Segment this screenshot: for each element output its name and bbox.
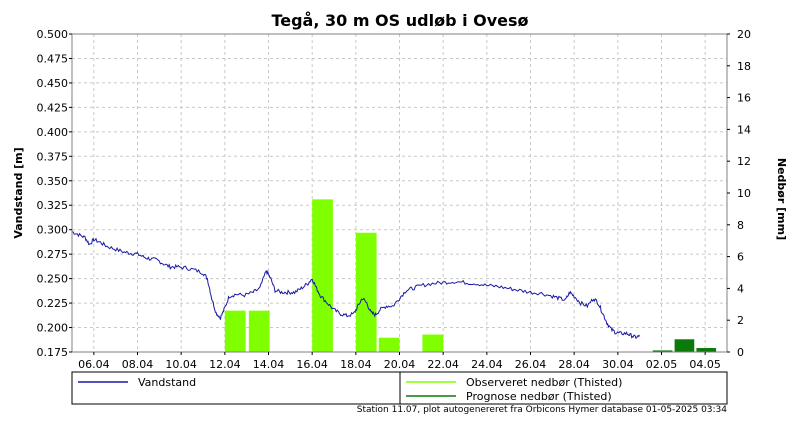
forecast-precip-bar (674, 339, 695, 352)
right-tick-label: 12 (737, 155, 751, 168)
right-axis-label: Nedbør [mm] (775, 158, 788, 240)
left-tick-label: 0.275 (37, 248, 69, 261)
x-tick-label: 14.04 (253, 358, 285, 371)
left-tick-label: 0.475 (37, 52, 69, 65)
x-tick-label: 30.04 (602, 358, 634, 371)
x-tick-label: 10.04 (165, 358, 197, 371)
right-tick-label: 16 (737, 92, 751, 105)
left-tick-label: 0.175 (37, 346, 69, 359)
observed-precip-bar (312, 199, 333, 352)
observed-precip-bar (355, 232, 377, 352)
right-tick-label: 14 (737, 123, 751, 136)
left-tick-label: 0.400 (37, 126, 69, 139)
chart-title: Tegå, 30 m OS udløb i Ovesø (271, 11, 528, 30)
left-tick-label: 0.425 (37, 101, 69, 114)
footer-note: Station 11.07, plot autogenereret fra Or… (357, 405, 728, 415)
x-tick-label: 06.04 (78, 358, 110, 371)
x-tick-label: 22.04 (427, 358, 459, 371)
right-tick-label: 8 (737, 219, 744, 232)
left-axis-ticks: 0.175 0.200 0.225 0.250 0.275 0.300 0.325 0.350… (37, 28, 72, 359)
legend-label: Vandstand (138, 376, 196, 389)
observed-precip-bar (422, 334, 444, 352)
left-tick-label: 0.200 (37, 322, 69, 335)
x-axis-ticks: 06.04 08.04 10.04 12.04 14.04 16.04 18.04 20.04… (78, 352, 721, 371)
x-tick-label: 08.04 (122, 358, 154, 371)
left-tick-label: 0.350 (37, 175, 69, 188)
forecast-precip-bar (652, 350, 673, 352)
x-tick-label: 18.04 (340, 358, 372, 371)
legend-label: Observeret nedbør (Thisted) (466, 376, 622, 389)
water-level-series (71, 231, 641, 340)
x-tick-label: 02.05 (646, 358, 678, 371)
left-tick-label: 0.250 (37, 273, 69, 286)
x-tick-label: 04.05 (689, 358, 721, 371)
x-tick-label: 24.04 (471, 358, 503, 371)
forecast-precip-bar (696, 348, 717, 352)
left-tick-label: 0.500 (37, 28, 69, 41)
right-tick-label: 2 (737, 314, 744, 327)
right-axis-ticks: 0 2 4 6 8 10 12 14 16 18 20 (727, 28, 751, 359)
x-tick-label: 16.04 (296, 358, 328, 371)
left-tick-label: 0.450 (37, 77, 69, 90)
observed-precip-bar (378, 337, 400, 352)
x-tick-label: 26.04 (515, 358, 547, 371)
forecast-precip-bars (652, 339, 717, 352)
right-tick-label: 10 (737, 187, 751, 200)
x-tick-label: 20.04 (384, 358, 416, 371)
observed-precip-bars (224, 199, 444, 352)
legend-label: Prognose nedbør (Thisted) (466, 390, 612, 403)
legend: Vandstand Observeret nedbør (Thisted)Prog… (71, 371, 728, 405)
observed-precip-bar (248, 310, 270, 352)
left-tick-label: 0.375 (37, 150, 69, 163)
right-tick-label: 0 (737, 346, 744, 359)
left-axis-label: Vandstand [m] (12, 147, 25, 238)
right-tick-label: 20 (737, 28, 751, 41)
x-tick-label: 12.04 (209, 358, 241, 371)
right-tick-label: 4 (737, 282, 744, 295)
observed-precip-bar (224, 310, 246, 352)
x-tick-label: 28.04 (558, 358, 590, 371)
left-tick-label: 0.300 (37, 224, 69, 237)
left-tick-label: 0.225 (37, 297, 69, 310)
water-level-line (71, 231, 641, 340)
right-tick-label: 18 (737, 60, 751, 73)
left-tick-label: 0.325 (37, 199, 69, 212)
right-tick-label: 6 (737, 251, 744, 264)
